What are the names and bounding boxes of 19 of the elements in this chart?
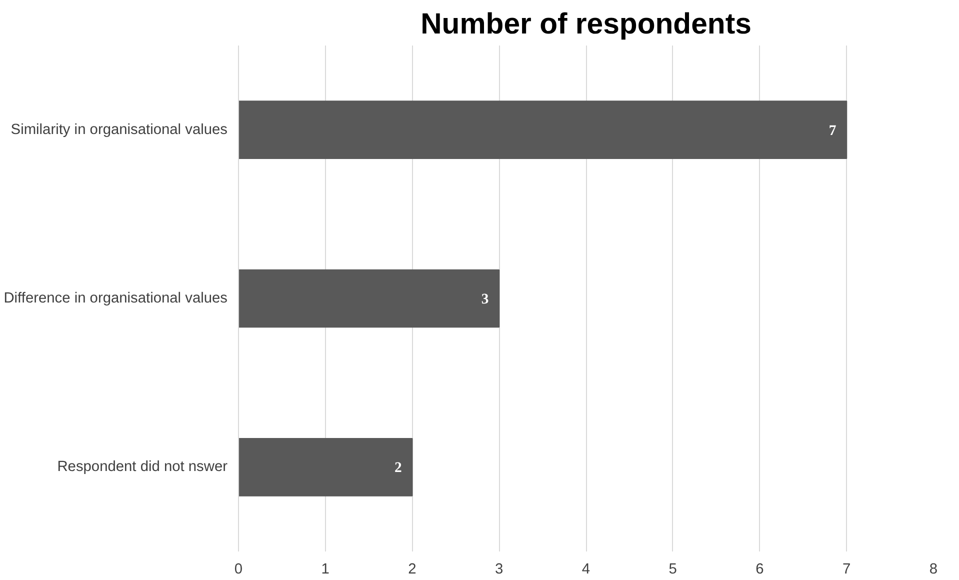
chart-title: Number of respondents (420, 8, 752, 40)
x-tick-label: 3 (495, 562, 504, 578)
data-label: 3 (481, 292, 489, 308)
x-tick-label: 2 (408, 562, 416, 578)
x-tick-label: 1 (321, 562, 330, 578)
y-tick-label: Similarity in organisational values (10, 122, 228, 138)
data-label: 2 (394, 460, 402, 476)
x-tick-label: 4 (582, 562, 590, 578)
x-tick-label: 7 (842, 562, 851, 578)
y-tick-label: Respondent did not nswer (57, 459, 228, 476)
data-label: 7 (828, 122, 836, 139)
x-tick-label: 5 (668, 562, 677, 578)
y-tick-label: Difference in organisational values (4, 290, 228, 306)
bar (238, 438, 413, 496)
bar (238, 100, 848, 160)
x-tick-label: 0 (234, 562, 243, 578)
x-tick-label: 6 (756, 562, 764, 578)
x-tick-label: 8 (929, 562, 938, 578)
bar (238, 269, 500, 328)
